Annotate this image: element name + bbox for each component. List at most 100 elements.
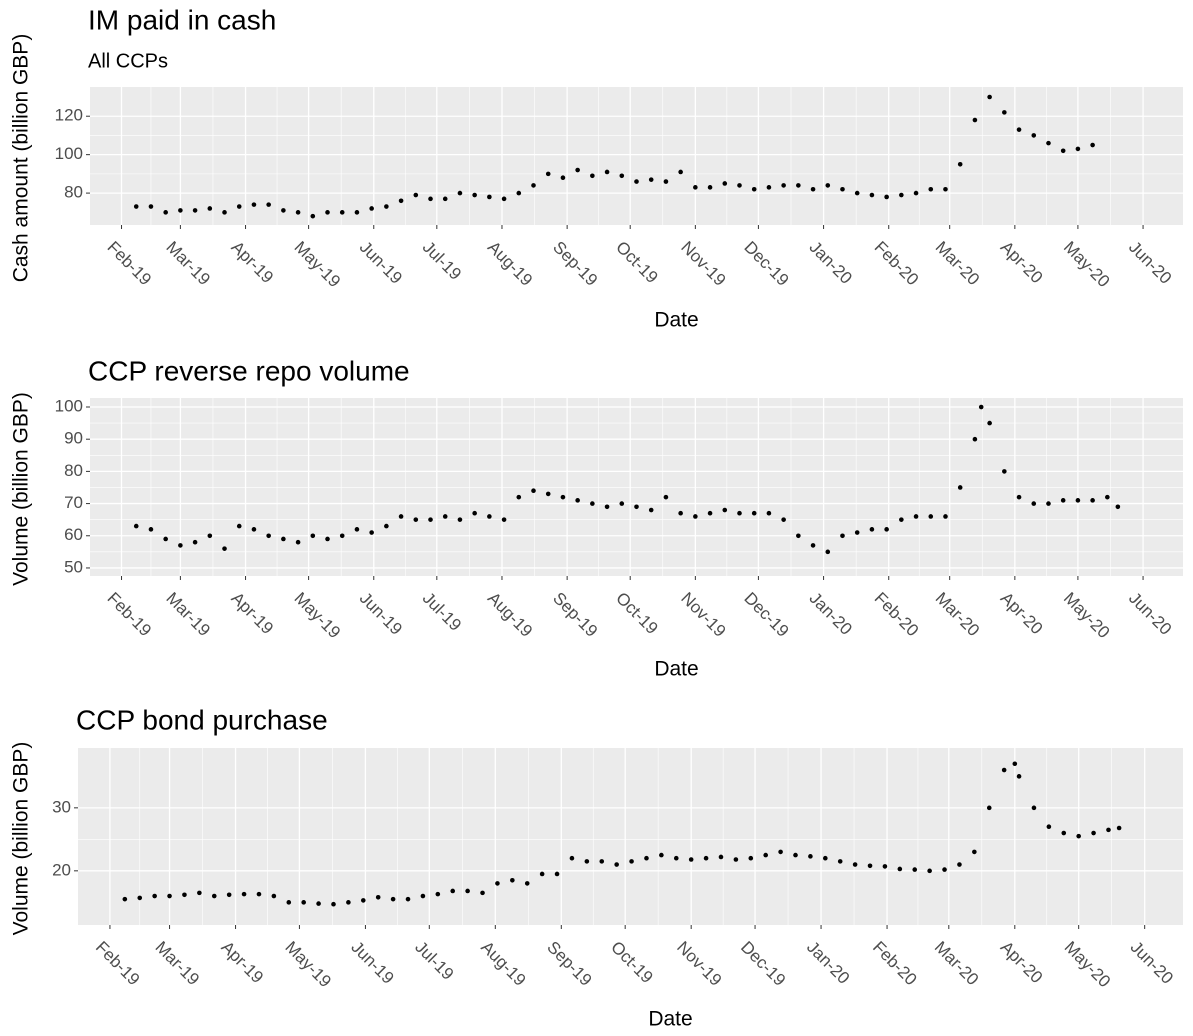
point [1090,498,1095,503]
point [1091,830,1096,836]
point [737,510,742,516]
point [688,857,694,862]
point [167,893,172,899]
x-tick-label: Jun-19 [356,238,406,288]
point [867,863,873,869]
point [560,175,566,181]
point [648,177,654,182]
x-tick-label: Nov-19 [677,589,729,641]
point [354,210,360,215]
point [899,517,904,522]
point [854,530,860,535]
point [197,890,202,896]
point [524,881,530,886]
x-tick-label: Nov-19 [677,238,729,290]
point [192,539,198,545]
point [163,536,168,542]
point [957,862,962,867]
point [1105,494,1110,500]
point [545,491,551,497]
point [882,864,888,869]
x-tick-label: Dec-19 [737,938,789,990]
point [678,510,683,516]
point [369,530,374,535]
point [884,527,889,532]
point [554,871,560,877]
point [673,855,679,861]
point [405,896,411,902]
point [271,893,277,899]
point [236,204,242,209]
x-tick-label: Nov-19 [673,938,725,990]
point [852,862,858,867]
x-tick-label: Sep-19 [543,938,595,990]
point [501,517,507,522]
y-tick-label: 70 [64,493,83,512]
point [251,527,257,532]
point [413,192,419,198]
point [487,194,492,200]
point [133,204,139,209]
x-tick-label: Apr-19 [228,589,278,639]
x-tick-label: Sep-19 [549,589,601,641]
point [398,514,404,519]
point [1031,133,1037,138]
point [707,510,713,516]
point [751,186,757,192]
point [1001,767,1007,773]
point [256,891,262,897]
point [1076,833,1081,839]
x-tick-label: May-20 [1061,938,1115,992]
point [796,533,801,539]
x-tick-label: Oct-19 [607,938,657,988]
point [152,893,157,899]
point [360,898,366,903]
x-tick-label: Jan-20 [806,589,856,639]
point [978,404,984,410]
point [733,857,739,862]
x-axis-title: Date [648,1008,692,1031]
point [1060,498,1066,503]
point [163,210,168,215]
y-tick-label: 80 [64,461,83,480]
point [899,192,904,198]
point [122,896,128,902]
x-tick-label: Jun-19 [347,938,397,988]
x-tick-label: Feb-19 [104,238,156,290]
x-tick-label: Feb-20 [871,589,923,641]
point [629,859,634,864]
point [516,494,522,500]
x-tick-label: Feb-19 [104,589,156,641]
point [384,523,389,529]
y-tick-label: 60 [64,525,83,544]
x-tick-label: Apr-19 [218,938,268,988]
x-tick-label: Jun-20 [1127,938,1177,988]
x-tick-label: Apr-20 [997,589,1047,639]
point [286,900,292,905]
point [957,161,963,167]
point [823,855,828,861]
point [251,202,257,207]
point [972,117,978,123]
point [301,900,306,905]
point [510,877,515,883]
x-tick-label: Jun-20 [1125,589,1175,639]
point [133,523,139,529]
point [634,179,639,184]
point [472,510,477,516]
point [442,196,448,202]
point [281,536,286,542]
point [748,855,754,861]
x-tick-label: Jun-20 [1125,238,1175,288]
point [575,167,580,173]
point [972,436,978,442]
x-tick-label: Apr-20 [997,938,1047,988]
x-tick-label: Jul-19 [419,589,465,635]
point [1046,140,1051,146]
y-tick-label: 80 [64,183,83,202]
point [398,198,404,204]
x-tick-label: Mar-19 [152,938,204,990]
point [987,94,992,100]
point [619,173,625,179]
point [1046,824,1052,830]
